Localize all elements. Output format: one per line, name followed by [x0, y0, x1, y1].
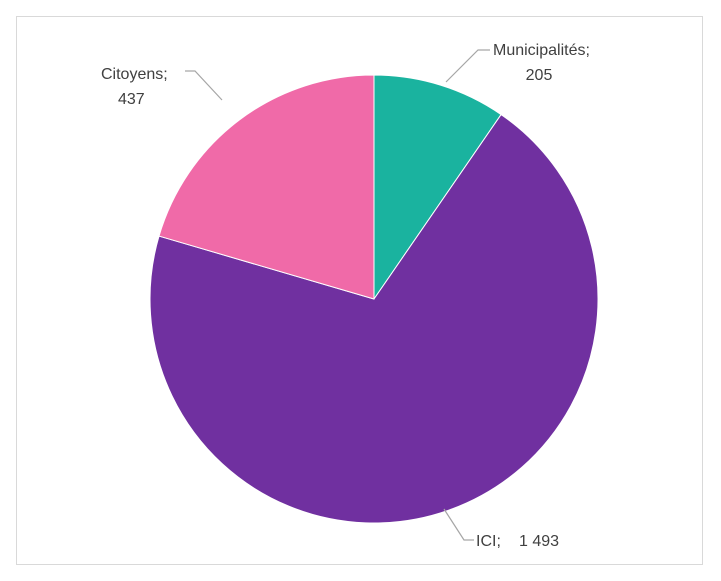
label-citoyens-name: Citoyens; [101, 66, 168, 83]
leader-lines [185, 49, 490, 541]
leader-line-municipalites [445, 49, 490, 83]
label-municipalites-name: Municipalités; [493, 42, 590, 59]
pie-slice-citoyens [158, 74, 375, 300]
label-ici-value: 1 493 [519, 533, 559, 550]
data-labels: Municipalités; 205 ICI; 1 493 Citoyens; … [101, 42, 590, 550]
label-municipalites-value: 205 [526, 67, 553, 84]
leader-line-ici [443, 508, 474, 541]
pie-slice-ici [149, 113, 599, 524]
label-citoyens-value: 437 [118, 91, 145, 108]
label-ici-name: ICI; [476, 533, 501, 550]
pie-slice-municipalits [373, 74, 502, 301]
leader-line-citoyens [185, 70, 223, 101]
pie-slices [149, 74, 599, 524]
